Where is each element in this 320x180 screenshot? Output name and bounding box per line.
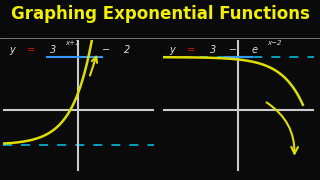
- Text: −: −: [229, 45, 237, 55]
- Text: e: e: [252, 45, 258, 55]
- Text: −: −: [102, 45, 111, 55]
- Text: 3: 3: [50, 45, 56, 55]
- Text: y: y: [9, 45, 15, 55]
- Text: 2: 2: [124, 45, 130, 55]
- Text: =: =: [187, 45, 196, 55]
- Text: =: =: [27, 45, 36, 55]
- Text: 3: 3: [210, 45, 216, 55]
- Text: x+1: x+1: [65, 40, 79, 46]
- Text: x−2: x−2: [267, 40, 282, 46]
- Text: y: y: [169, 45, 175, 55]
- Text: Graphing Exponential Functions: Graphing Exponential Functions: [11, 5, 309, 23]
